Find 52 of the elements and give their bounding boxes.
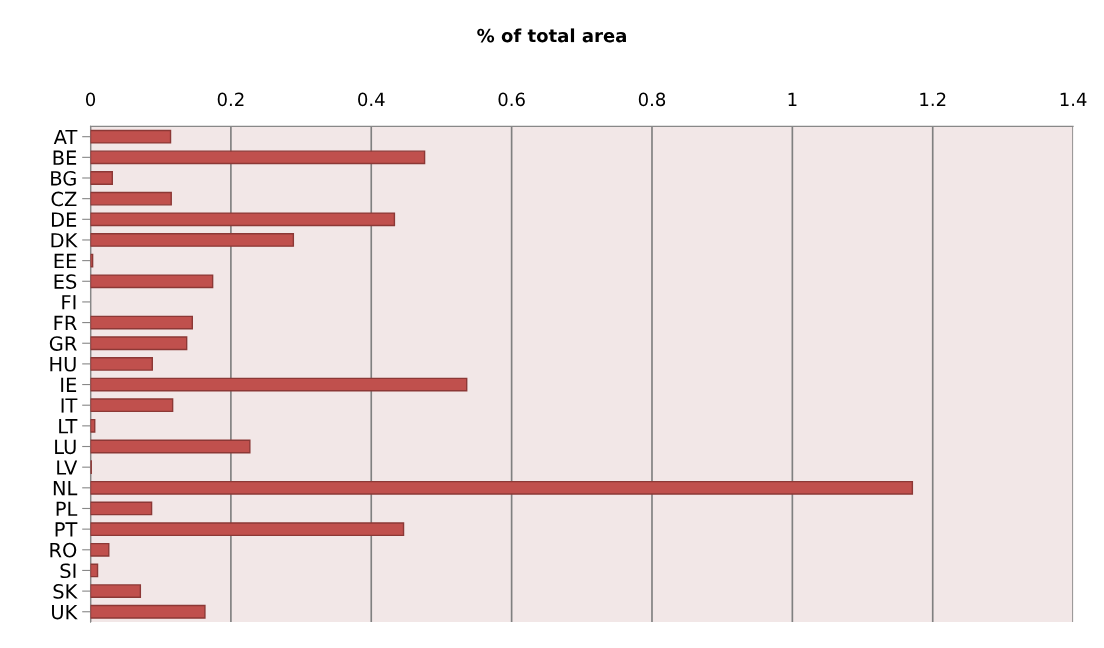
y-tick-label: IE (61, 377, 77, 392)
bar (90, 398, 174, 413)
x-tick-label: 0.6 (498, 92, 525, 107)
bar (90, 480, 914, 495)
bar (90, 274, 214, 289)
x-tick-label: 1.2 (920, 92, 946, 106)
bar (90, 604, 206, 619)
chart-title: % of total area (477, 28, 626, 43)
y-tick-label: GR (49, 336, 77, 351)
x-tick-label: 0.8 (638, 92, 666, 107)
y-tick-label: LU (55, 439, 76, 455)
y-tick-label: DK (51, 233, 78, 248)
y-tick-label: ES (54, 274, 77, 289)
x-tick-label: 1.4 (1060, 92, 1087, 106)
x-tick-label: 1 (788, 92, 797, 106)
y-tick-label: AT (53, 129, 78, 145)
y-tick-label: IT (61, 398, 78, 413)
y-tick-label: FI (62, 295, 76, 310)
bar (90, 150, 426, 165)
bar (90, 501, 153, 516)
bar (90, 129, 172, 144)
bar (90, 315, 193, 330)
bar (90, 584, 142, 598)
y-tick-label: LT (59, 419, 78, 434)
y-tick-label: FR (54, 315, 77, 330)
x-tick-label: 0 (85, 92, 96, 107)
bar (90, 336, 188, 351)
x-tick-label: 0.2 (217, 92, 244, 107)
y-tick-label: PL (56, 501, 78, 516)
y-tick-label: BG (51, 170, 76, 186)
bar (90, 191, 172, 206)
y-tick-label: UK (52, 604, 78, 620)
y-tick-label: SI (60, 563, 76, 579)
y-tick-label: RO (50, 542, 77, 558)
bar (90, 171, 113, 185)
y-tick-label: CZ (51, 191, 77, 207)
y-tick-label: NL (53, 481, 78, 496)
bar (90, 542, 110, 557)
bar (90, 212, 396, 227)
bar (90, 233, 295, 247)
y-tick-label: HU (50, 357, 76, 372)
y-tick-label: SK (53, 584, 78, 599)
bar (90, 377, 468, 392)
x-tick-label: 0.4 (358, 92, 385, 107)
bar (90, 439, 251, 454)
y-tick-label: BE (53, 150, 77, 165)
bar (90, 357, 153, 371)
y-tick-label: EE (54, 253, 77, 268)
y-tick-label: DE (51, 212, 77, 227)
bar (90, 522, 405, 537)
y-tick-label: LV (57, 460, 78, 475)
y-tick-label: PT (55, 522, 78, 537)
